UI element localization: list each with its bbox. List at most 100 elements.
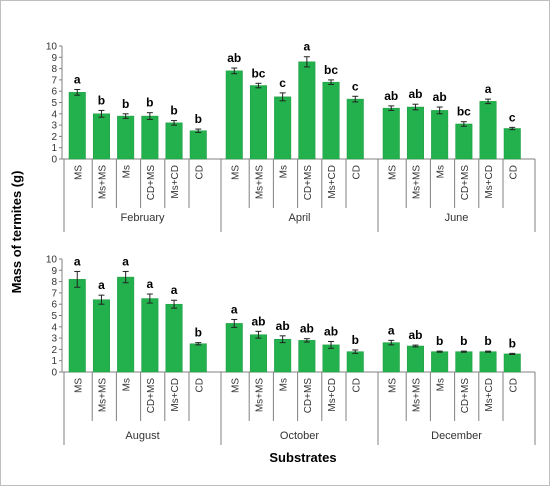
category-label: Ms [436, 165, 447, 178]
bar [225, 323, 243, 373]
group-label: February [120, 212, 165, 224]
bar [68, 279, 86, 373]
significance-letter: ab [251, 314, 265, 328]
significance-letter: b [146, 96, 153, 110]
y-tick-label: 1 [51, 356, 57, 367]
significance-letter: a [485, 82, 492, 96]
bar [249, 85, 267, 160]
bar [346, 351, 364, 373]
bar [346, 98, 364, 160]
significance-letter: a [171, 283, 178, 297]
category-label: CD [508, 165, 519, 179]
category-label: Ms [279, 378, 290, 391]
category-label: CD [194, 378, 205, 392]
bar [141, 298, 159, 373]
significance-letter: a [74, 254, 81, 268]
category-label: Ms+MS [254, 165, 265, 200]
category-label: Ms+CD [170, 378, 181, 412]
y-tick-label: 3 [51, 121, 57, 132]
y-tick-label: 3 [51, 334, 57, 345]
category-label: Ms+MS [411, 165, 422, 200]
y-tick-label: 4 [51, 322, 57, 333]
bar [431, 351, 449, 373]
bar [165, 122, 183, 160]
significance-letter: bc [251, 66, 265, 80]
bar [92, 299, 110, 373]
significance-letter: ab [433, 90, 447, 104]
bar [225, 70, 243, 160]
significance-letter: a [388, 323, 395, 337]
bar [298, 340, 316, 373]
bar [382, 107, 400, 160]
category-label: MS [73, 378, 84, 393]
category-label: Ms+CD [327, 165, 338, 199]
significance-letter: b [195, 112, 202, 126]
significance-letter: b [460, 334, 467, 348]
significance-letter: c [509, 110, 516, 124]
category-label: Ms [436, 378, 447, 391]
category-label: CD+MS [303, 378, 314, 414]
bar [322, 344, 340, 373]
category-label: MS [73, 165, 84, 180]
category-label: Ms+MS [411, 378, 422, 413]
group-label: April [288, 212, 310, 224]
bar [274, 338, 292, 373]
significance-letter: ab [408, 87, 422, 101]
category-label: CD+MS [146, 378, 157, 414]
category-label: Ms+MS [97, 165, 108, 200]
category-label: Ms+MS [254, 378, 265, 413]
category-label: Ms+CD [170, 165, 181, 199]
y-tick-label: 2 [51, 132, 57, 143]
group-label: October [280, 430, 319, 442]
significance-letter: ab [300, 322, 314, 336]
y-tick-label: 9 [51, 266, 57, 277]
significance-letter: ab [408, 328, 422, 342]
significance-letter: ab [384, 89, 398, 103]
y-tick-label: 0 [51, 155, 57, 166]
y-tick-label: 4 [51, 109, 57, 120]
significance-letter: ab [324, 324, 338, 338]
bar [117, 276, 135, 373]
significance-letter: ab [276, 319, 290, 333]
category-label: CD [351, 378, 362, 392]
significance-letter: a [304, 40, 311, 54]
significance-letter: c [279, 76, 286, 90]
bar [165, 303, 183, 373]
bar [455, 123, 473, 160]
category-label: MS [387, 378, 398, 393]
significance-letter: a [231, 302, 238, 316]
bar [249, 334, 267, 373]
y-tick-label: 10 [46, 42, 58, 53]
significance-letter: b [98, 93, 105, 107]
category-label: MS [387, 165, 398, 180]
category-label: CD+MS [460, 165, 471, 201]
significance-letter: b [122, 97, 129, 111]
y-tick-label: 10 [46, 255, 58, 266]
category-label: CD [194, 165, 205, 179]
bar [382, 342, 400, 373]
bar [431, 110, 449, 160]
significance-letter: a [147, 277, 154, 291]
significance-letter: b [170, 104, 177, 118]
significance-letter: a [122, 254, 129, 268]
y-tick-label: 9 [51, 53, 57, 64]
x-axis-label: Substrates [269, 450, 336, 465]
category-label: Ms+CD [484, 378, 495, 412]
bar [189, 343, 207, 373]
y-tick-label: 0 [51, 368, 57, 379]
group-label: June [445, 212, 469, 224]
significance-letter: b [195, 326, 202, 340]
group-label: August [125, 430, 159, 442]
bar [274, 96, 292, 160]
group-june: ab MS ab Ms+MS ab Ms bc CD+MS a Ms+CD c CD June [377, 82, 536, 232]
category-label: CD [351, 165, 362, 179]
y-tick-label: 7 [51, 288, 57, 299]
bar [322, 81, 340, 160]
category-label: Ms+CD [327, 378, 338, 412]
y-tick-label: 6 [51, 87, 57, 98]
y-tick-label: 6 [51, 300, 57, 311]
significance-letter: bc [324, 63, 338, 77]
